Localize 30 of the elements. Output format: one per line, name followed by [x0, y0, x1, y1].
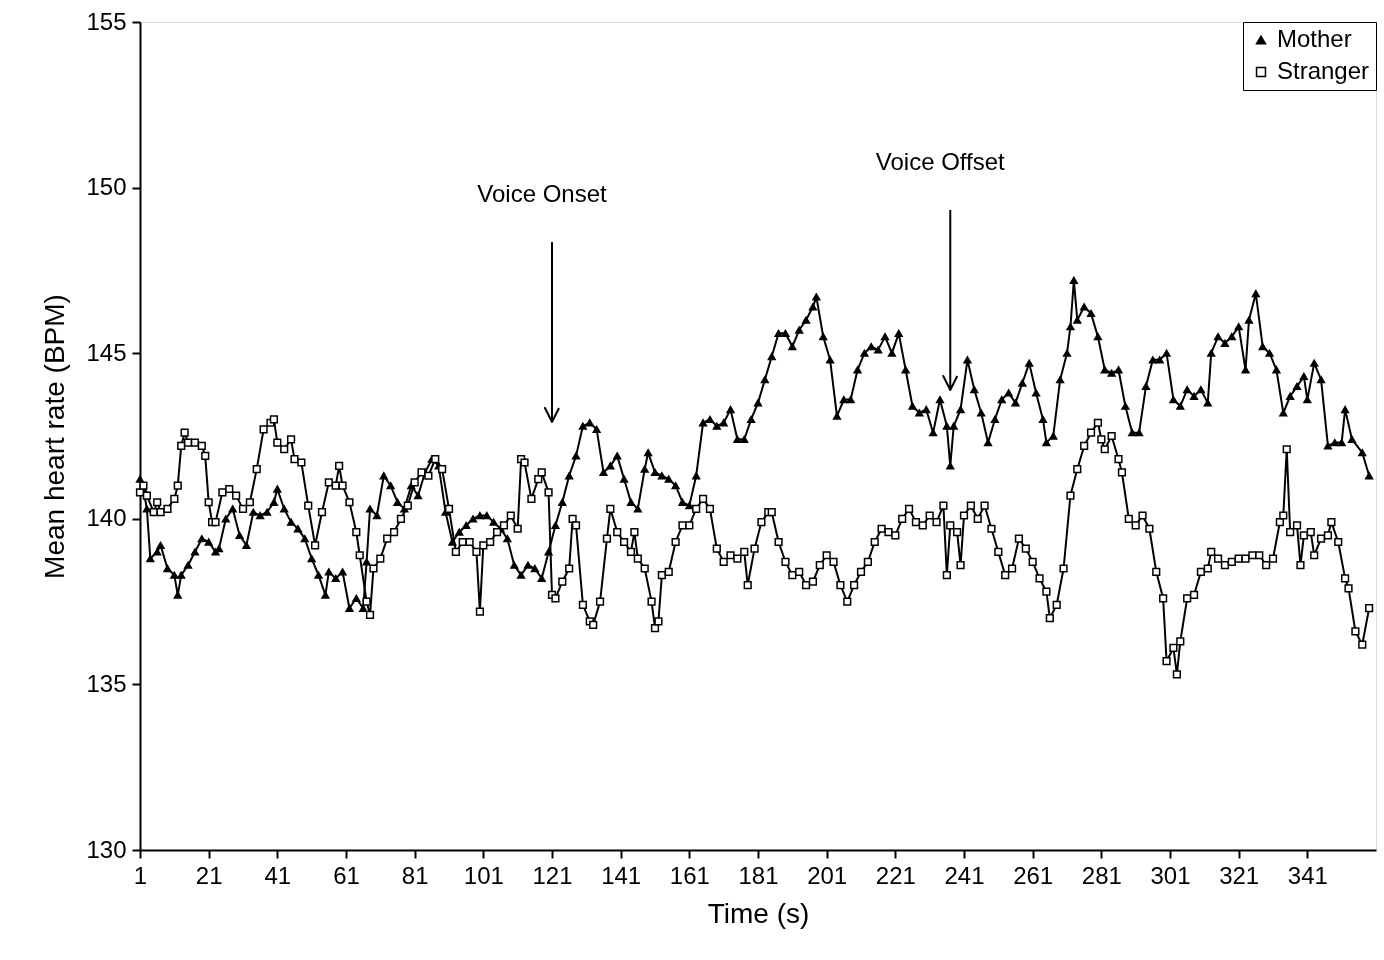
x-tick-label: 61 — [333, 861, 360, 889]
x-tick-label: 241 — [944, 861, 985, 889]
x-tick-label: 221 — [875, 861, 916, 889]
x-tick-label: 261 — [1013, 861, 1054, 889]
x-tick-label: 21 — [195, 861, 223, 889]
x-tick-label: 121 — [532, 861, 573, 889]
x-tick-label: 321 — [1219, 861, 1260, 889]
x-tick-label: 201 — [807, 861, 848, 889]
x-tick-label: 341 — [1287, 861, 1328, 889]
x-axis-title: Time (s) — [707, 897, 810, 929]
x-tick-label: 181 — [738, 861, 779, 889]
y-tick-label: 135 — [86, 669, 127, 697]
legend-label: Stranger — [1277, 57, 1370, 84]
ref-line-label: Voice Onset — [477, 180, 608, 207]
x-tick-label: 281 — [1081, 861, 1122, 889]
x-tick-label: 81 — [401, 861, 429, 889]
x-tick-label: 141 — [601, 861, 642, 889]
x-tick-label: 301 — [1150, 861, 1191, 889]
ref-line-label: Voice Offset — [875, 148, 1006, 175]
legend-label: Mother — [1277, 25, 1352, 52]
x-tick-label: 1 — [133, 861, 148, 889]
y-tick-label: 130 — [86, 835, 127, 863]
y-tick-label: 140 — [86, 504, 127, 532]
y-tick-label: 150 — [86, 173, 127, 201]
y-axis-title: Mean heart rate (BPM) — [39, 294, 71, 579]
x-tick-label: 161 — [669, 861, 710, 889]
y-tick-label: 155 — [86, 7, 127, 35]
y-tick-label: 145 — [86, 338, 127, 366]
x-tick-label: 41 — [264, 861, 292, 889]
x-tick-label: 101 — [463, 861, 504, 889]
